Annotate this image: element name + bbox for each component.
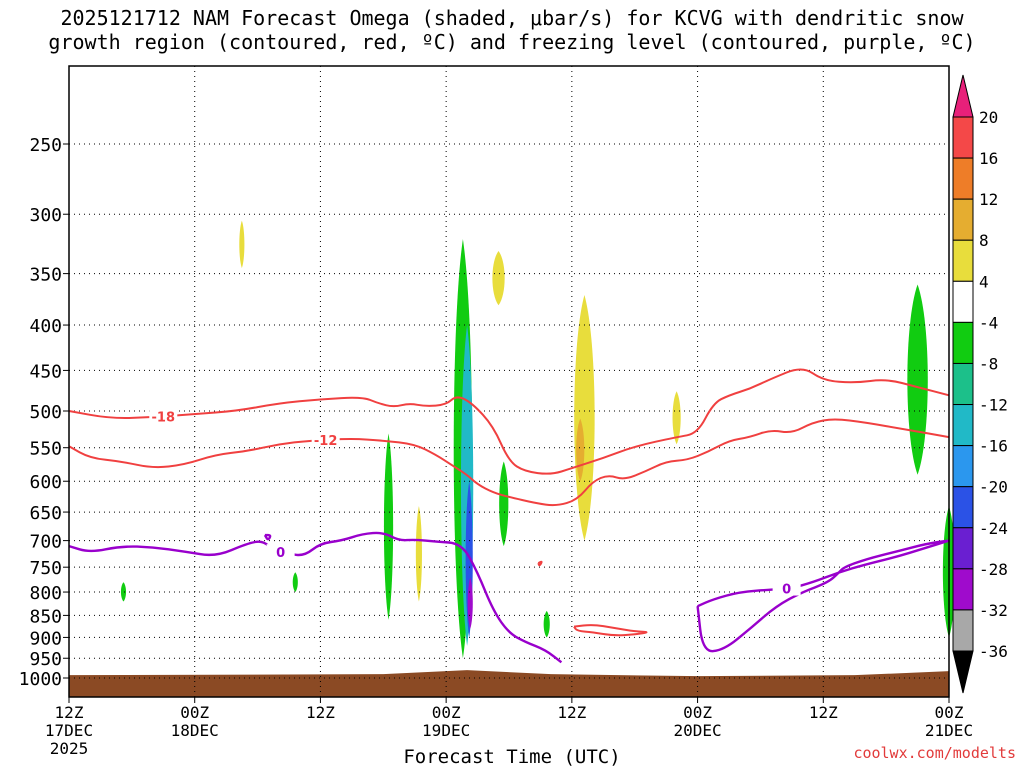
colorbar-label-4: 4: [979, 272, 989, 291]
y-tick-label-750: 750: [29, 558, 62, 579]
y-tick-label-800: 800: [29, 583, 62, 604]
colorbar-label-11: -28: [979, 560, 1008, 579]
colorbar-box-9: [952, 486, 974, 529]
omega-region-4: [383, 433, 394, 620]
contour-freezing-6: [263, 533, 272, 541]
omega-region-5: [499, 461, 509, 547]
y-tick-label-350: 350: [29, 265, 62, 286]
contour-label-bg-5: [772, 580, 801, 596]
colorbar-label-5: -4: [979, 313, 998, 332]
grid: [68, 66, 950, 697]
x-tick-label-48: 12Z: [557, 703, 586, 722]
omega-region-6: [907, 284, 928, 475]
contours: -18 -12 0 0: [68, 368, 951, 664]
omega-region-9: [292, 572, 298, 593]
y-tick-label-900: 900: [29, 628, 62, 649]
y-tick-label-450: 450: [29, 361, 62, 382]
contour-dgz-2: [573, 624, 648, 637]
contour-label-0: -18: [152, 410, 176, 425]
contour-dgz-1: [68, 418, 950, 507]
omega-region-15: [672, 391, 681, 445]
colorbar-label-7: -12: [979, 396, 1008, 415]
colorbar-label-13: -36: [979, 642, 1008, 661]
x-tick-date-36: 19DEC: [422, 721, 470, 740]
x-tick-date-12: 18DEC: [171, 721, 219, 740]
contour-label-bg-0: [149, 408, 178, 424]
colorbar-bottom-arrow: [952, 650, 974, 694]
x-tick-year-0: 2025: [50, 739, 89, 758]
omega-region-11: [574, 295, 595, 541]
y-tick-label-600: 600: [29, 472, 62, 493]
omega-region-3: [467, 577, 473, 629]
colorbar-box-11: [952, 568, 974, 611]
colorbar-label-10: -24: [979, 519, 1008, 538]
omega-region-14: [239, 220, 245, 269]
y-tick-label-650: 650: [29, 503, 62, 524]
y-tick-label-550: 550: [29, 439, 62, 460]
chart-title-line1: 2025121712 NAM Forecast Omega (shaded, μ…: [60, 6, 964, 30]
y-tick-label-700: 700: [29, 532, 62, 553]
contour-dgz-0: [68, 368, 950, 475]
x-tick-date-60: 20DEC: [673, 721, 721, 740]
y-tick-label-500: 500: [29, 402, 62, 423]
colorbar-top-arrow: [952, 74, 974, 118]
colorbar: 20 16 12 8 4 -4 -8 -12 -16 -20 -24 -28 -32 -36: [952, 74, 1008, 694]
y-tick-label-1000: 1000: [19, 669, 62, 690]
y-tick-label-300: 300: [29, 205, 62, 226]
contour-label-1: -12: [314, 434, 338, 449]
plot-background: [69, 66, 949, 697]
contour-freezing-4: [68, 531, 563, 664]
colorbar-label-0: 20: [979, 108, 998, 127]
contour-dgz-3: [537, 560, 543, 567]
plot-frame: [68, 65, 950, 698]
chart-title-line2: growth region (contoured, red, ºC) and f…: [48, 30, 976, 54]
x-tick-label-84: 00Z: [935, 703, 964, 722]
contour-label-bg-1: [311, 431, 340, 447]
colorbar-box-5: [952, 321, 974, 364]
colorbar-box-10: [952, 527, 974, 570]
y-tick-label-250: 250: [29, 135, 62, 156]
x-tick-label-36: 00Z: [432, 703, 461, 722]
x-tick-label-60: 00Z: [683, 703, 712, 722]
x-tick-label-0: 12Z: [55, 703, 84, 722]
x-tick-date-0: 17DEC: [45, 721, 93, 740]
colorbar-box-3: [952, 239, 974, 282]
colorbar-label-8: -16: [979, 437, 1008, 456]
x-tick-label-72: 12Z: [809, 703, 838, 722]
colorbar-box-4: [952, 280, 974, 323]
contour-label-4: 0: [276, 546, 285, 561]
contour-label-bg-4: [266, 544, 295, 560]
contour-label-5: 0: [782, 583, 791, 598]
colorbar-box-8: [952, 445, 974, 488]
omega-region-13: [492, 250, 505, 306]
omega-region-16: [415, 506, 422, 602]
ground-surface: [69, 670, 949, 697]
y-tick-label-400: 400: [29, 316, 62, 337]
y-axis: 2503003504004505005506006507007508008509…: [19, 135, 69, 690]
omega-shading: [120, 220, 956, 659]
colorbar-label-3: 8: [979, 231, 989, 250]
colorbar-label-6: -8: [979, 354, 998, 373]
colorbar-box-1: [952, 157, 974, 200]
colorbar-box-2: [952, 198, 974, 241]
omega-region-8: [120, 582, 127, 602]
x-tick-date-84: 21DEC: [925, 721, 973, 740]
colorbar-label-12: -32: [979, 601, 1008, 620]
colorbar-box-7: [952, 404, 974, 447]
y-tick-label-850: 850: [29, 606, 62, 627]
omega-region-10: [543, 610, 550, 638]
colorbar-label-9: -20: [979, 478, 1008, 497]
colorbar-box-12: [952, 609, 974, 652]
colorbar-label-2: 12: [979, 190, 998, 209]
x-axis-label: Forecast Time (UTC): [403, 746, 621, 768]
colorbar-label-1: 16: [979, 149, 998, 168]
credit-text[interactable]: coolwx.com/modelts: [853, 744, 1016, 762]
x-tick-label-12: 00Z: [180, 703, 209, 722]
y-tick-label-950: 950: [29, 649, 62, 670]
colorbar-box-0: [952, 116, 974, 159]
x-tick-label-24: 12Z: [306, 703, 335, 722]
colorbar-box-6: [952, 362, 974, 406]
